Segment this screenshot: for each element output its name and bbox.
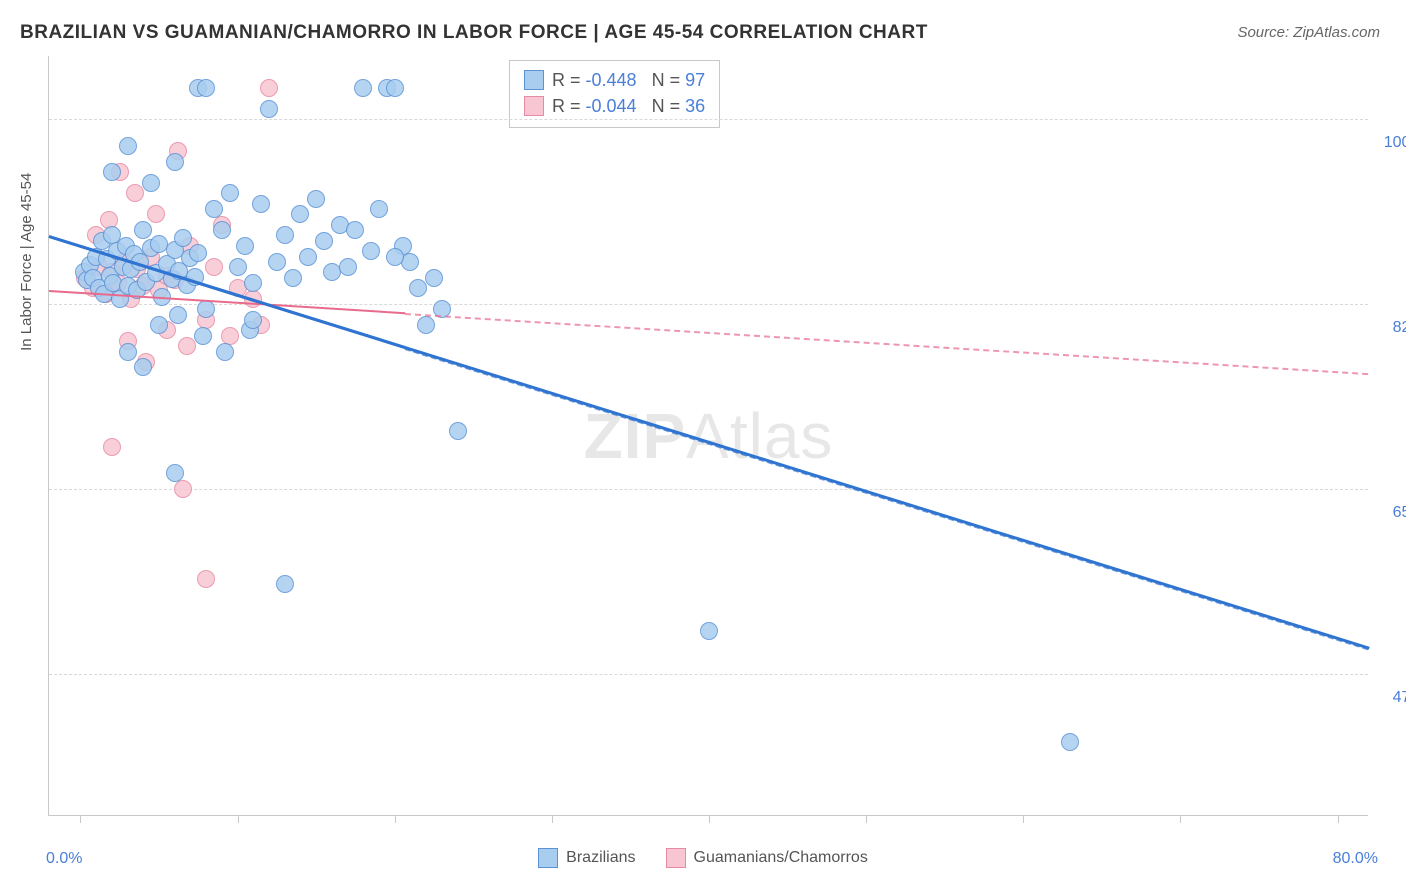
data-point <box>409 279 427 297</box>
data-point <box>126 184 144 202</box>
legend-item-brazilians: Brazilians <box>538 848 635 868</box>
data-point <box>229 258 247 276</box>
data-point <box>150 316 168 334</box>
data-point <box>119 137 137 155</box>
data-point <box>236 237 254 255</box>
series-legend: Brazilians Guamanians/Chamorros <box>0 848 1406 868</box>
data-point <box>134 358 152 376</box>
trend-line-full <box>49 236 1370 651</box>
data-point <box>174 480 192 498</box>
x-tick <box>552 815 553 823</box>
data-point <box>276 575 294 593</box>
data-point <box>166 153 184 171</box>
data-point <box>362 242 380 260</box>
data-point <box>252 195 270 213</box>
data-point <box>166 464 184 482</box>
data-point <box>244 274 262 292</box>
data-point <box>291 205 309 223</box>
legend-row-brazilians: R = -0.448 N = 97 <box>524 67 705 93</box>
swatch-brazilians <box>524 70 544 90</box>
data-point <box>386 79 404 97</box>
y-axis-label: In Labor Force | Age 45-54 <box>18 173 35 351</box>
legend-row-guamanians: R = -0.044 N = 36 <box>524 93 705 119</box>
data-point <box>221 184 239 202</box>
data-point <box>449 422 467 440</box>
data-point <box>103 438 121 456</box>
data-point <box>197 570 215 588</box>
x-tick <box>80 815 81 823</box>
data-point <box>276 226 294 244</box>
data-point <box>147 205 165 223</box>
data-point <box>1061 733 1079 751</box>
x-tick <box>1180 815 1181 823</box>
gridline <box>49 674 1368 675</box>
data-point <box>370 200 388 218</box>
data-point <box>284 269 302 287</box>
y-tick-label: 100.0% <box>1378 134 1406 152</box>
source-label: Source: ZipAtlas.com <box>1237 24 1380 41</box>
data-point <box>119 343 137 361</box>
data-point <box>268 253 286 271</box>
data-point <box>417 316 435 334</box>
data-point <box>142 174 160 192</box>
data-point <box>339 258 357 276</box>
y-tick-label: 47.5% <box>1378 689 1406 707</box>
x-tick <box>709 815 710 823</box>
data-point <box>197 300 215 318</box>
plot-area: ZIPAtlas R = -0.448 N = 97 R = -0.044 N … <box>48 56 1368 816</box>
chart-title: BRAZILIAN VS GUAMANIAN/CHAMORRO IN LABOR… <box>20 22 928 44</box>
data-point <box>315 232 333 250</box>
x-tick <box>238 815 239 823</box>
watermark: ZIPAtlas <box>584 399 834 473</box>
data-point <box>386 248 404 266</box>
data-point <box>197 79 215 97</box>
data-point <box>401 253 419 271</box>
trend-line-dashed <box>405 313 1369 375</box>
gridline <box>49 489 1368 490</box>
legend-item-guamanians: Guamanians/Chamorros <box>666 848 868 868</box>
data-point <box>213 221 231 239</box>
data-point <box>700 622 718 640</box>
data-point <box>216 343 234 361</box>
data-point <box>260 79 278 97</box>
correlation-legend: R = -0.448 N = 97 R = -0.044 N = 36 <box>509 60 720 128</box>
data-point <box>174 229 192 247</box>
data-point <box>299 248 317 266</box>
x-tick <box>1023 815 1024 823</box>
x-tick <box>1338 815 1339 823</box>
data-point <box>205 258 223 276</box>
data-point <box>244 311 262 329</box>
data-point <box>354 79 372 97</box>
data-point <box>307 190 325 208</box>
data-point <box>189 244 207 262</box>
data-point <box>169 306 187 324</box>
x-tick <box>866 815 867 823</box>
data-point <box>425 269 443 287</box>
y-tick-label: 65.0% <box>1378 504 1406 522</box>
legend-label: Guamanians/Chamorros <box>694 849 868 867</box>
data-point <box>194 327 212 345</box>
data-point <box>134 221 152 239</box>
swatch-guamanians <box>524 96 544 116</box>
data-point <box>103 163 121 181</box>
data-point <box>346 221 364 239</box>
y-tick-label: 82.5% <box>1378 319 1406 337</box>
data-point <box>178 337 196 355</box>
x-tick <box>395 815 396 823</box>
chart-container: BRAZILIAN VS GUAMANIAN/CHAMORRO IN LABOR… <box>0 0 1406 892</box>
swatch-icon <box>538 848 558 868</box>
legend-label: Brazilians <box>566 849 635 867</box>
swatch-icon <box>666 848 686 868</box>
data-point <box>205 200 223 218</box>
data-point <box>260 100 278 118</box>
gridline <box>49 119 1368 120</box>
